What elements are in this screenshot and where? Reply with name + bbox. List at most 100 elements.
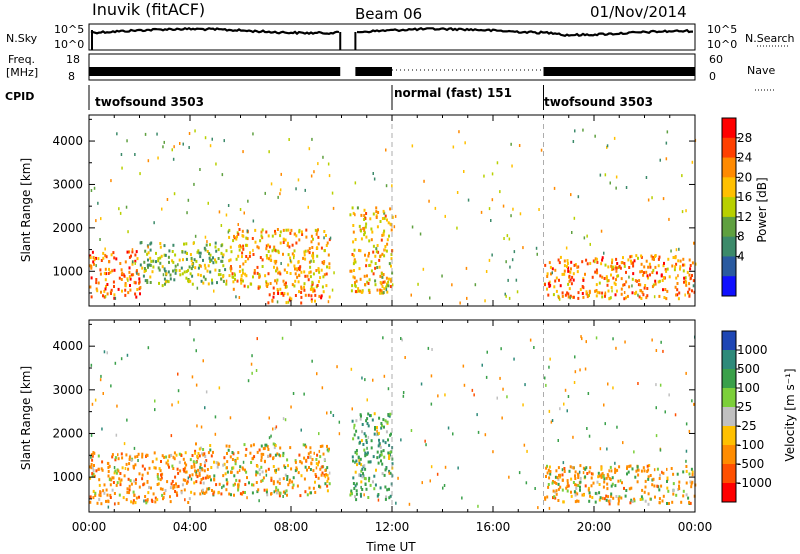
velocity-panel-sparse-cell [604, 422, 606, 426]
velocity-panel-echo-cell [270, 478, 273, 482]
velocity-panel-sparse-cell [311, 359, 313, 363]
power-panel-echo-cell [381, 285, 384, 289]
power-panel-echo-cell [389, 222, 392, 226]
velocity-panel-echo-cell [658, 488, 661, 492]
velocity-panel-echo-cell [319, 445, 322, 448]
power-panel-echo-cell [110, 288, 113, 292]
power-panel-sparse-cell [327, 300, 330, 304]
velocity-panel-echo-cell [224, 472, 227, 476]
velocity-panel-sparse-cell [247, 379, 250, 383]
power-panel-echo-cell [552, 293, 555, 297]
velocity-panel-echo-cell [275, 486, 278, 490]
power-panel-echo-cell [244, 272, 247, 276]
velocity-panel-echo-cell [157, 477, 160, 481]
velocity-panel-echo-cell [383, 425, 385, 429]
power-panel-echo-cell [370, 269, 373, 273]
power-panel-echo-cell [652, 283, 655, 287]
power-panel-sparse-cell [225, 279, 228, 283]
power-panel-echo-cell [664, 288, 667, 291]
velocity-panel-echo-cell [380, 422, 383, 425]
velocity-panel-echo-cell [381, 462, 384, 466]
power-panel-echo-cell [352, 275, 355, 279]
power-panel-echo-cell [351, 284, 354, 288]
velocity-panel-sparse-cell [321, 386, 324, 390]
power-panel-sparse-cell [156, 132, 158, 136]
velocity-panel-echo-cell [357, 456, 360, 460]
velocity-panel-echo-cell [611, 482, 614, 486]
power-panel-echo-cell [365, 235, 368, 239]
velocity-panel-sparse-cell [221, 486, 223, 490]
power-panel-echo-cell [380, 289, 383, 293]
velocity-panel-echo-cell [113, 492, 116, 495]
power-panel-echo-cell [615, 266, 618, 270]
velocity-panel-echo-cell [116, 481, 119, 485]
power-panel-echo-cell [118, 276, 121, 280]
velocity-panel-echo-cell [589, 494, 592, 498]
power-panel-echo-cell [258, 275, 261, 279]
velocity-panel-echo-cell [558, 473, 560, 477]
power-panel-sparse-cell [104, 295, 107, 298]
power-panel-echo-cell [674, 256, 677, 260]
velocity-panel-echo-region [190, 442, 331, 498]
power-panel-echo-cell [310, 234, 313, 238]
velocity-colorbar-frame [721, 330, 737, 503]
power-panel-echo-cell [113, 293, 116, 297]
velocity-panel-sparse-cell [651, 338, 653, 342]
velocity-panel-echo-cell [156, 498, 159, 502]
power-panel-echo-cell [134, 253, 137, 257]
velocity-panel-echo-cell [572, 466, 575, 470]
velocity-panel-echo-cell [109, 493, 112, 497]
velocity-panel-sparse-cell [102, 392, 104, 395]
power-panel-sparse-cell [499, 190, 501, 194]
power-panel-echo-cell [222, 279, 225, 283]
power-panel-echo-cell [376, 225, 379, 229]
velocity-panel-sparse-cell [633, 450, 635, 454]
velocity-panel-echo-cell [601, 496, 604, 500]
power-panel-sparse-cell [238, 296, 241, 299]
power-panel-echo-cell [652, 268, 655, 272]
velocity-panel-sparse-cell [659, 383, 662, 387]
power-panel-sparse-cell [637, 293, 639, 297]
velocity-panel-sparse-cell [207, 487, 210, 491]
velocity-panel-echo-cell [349, 493, 352, 497]
power-panel-sparse-cell [513, 250, 516, 254]
power-panel-echo-cell [374, 279, 377, 283]
velocity-panel-echo-cell [236, 470, 239, 474]
nave-tick-bottom: 0 [709, 70, 716, 83]
power-panel-echo-cell [214, 245, 217, 249]
power-panel-sparse-cell [684, 293, 686, 297]
power-panel-sparse-cell [615, 175, 618, 179]
velocity-panel-echo-cell [351, 455, 354, 459]
velocity-panel-echo-cell [574, 493, 577, 497]
power-panel-echo-cell [668, 275, 671, 279]
velocity-panel-echo-cell [133, 466, 135, 470]
power-panel-echo-cell [321, 260, 324, 264]
velocity-panel-echo-cell [193, 462, 196, 466]
velocity-panel-echo-cell [610, 492, 613, 496]
power-panel-echo-cell [174, 271, 177, 275]
velocity-panel-echo-cell [591, 472, 594, 476]
velocity-panel-echo-cell [112, 476, 115, 480]
velocity-panel-echo-cell [292, 483, 295, 487]
velocity-panel-sparse-cell [501, 416, 503, 420]
velocity-panel-echo-cell [184, 466, 187, 470]
power-panel-echo-cell [379, 281, 382, 284]
power-panel-echo-cell [368, 291, 371, 294]
velocity-panel-echo-cell [154, 466, 157, 470]
power-panel-echo-cell [146, 281, 149, 284]
velocity-panel-echo-cell [126, 490, 129, 494]
velocity-panel-echo-cell [561, 488, 564, 492]
velocity-panel-echo-cell [101, 460, 104, 464]
velocity-panel-echo-cell [350, 489, 353, 493]
velocity-panel-sparse-cell [607, 382, 609, 386]
velocity-panel-echo-cell [319, 467, 322, 471]
velocity-panel-echo-cell [175, 453, 178, 457]
velocity-panel-echo-cell [637, 473, 640, 477]
power-panel-echo-cell [582, 278, 585, 282]
velocity-panel-echo-cell [308, 466, 310, 469]
velocity-panel-echo-cell [308, 486, 311, 490]
power-panel-echo-cell [124, 288, 127, 292]
power-panel-sparse-cell [502, 204, 505, 208]
velocity-panel-echo-cell [588, 491, 591, 495]
power-panel-echo-cell [130, 254, 132, 258]
